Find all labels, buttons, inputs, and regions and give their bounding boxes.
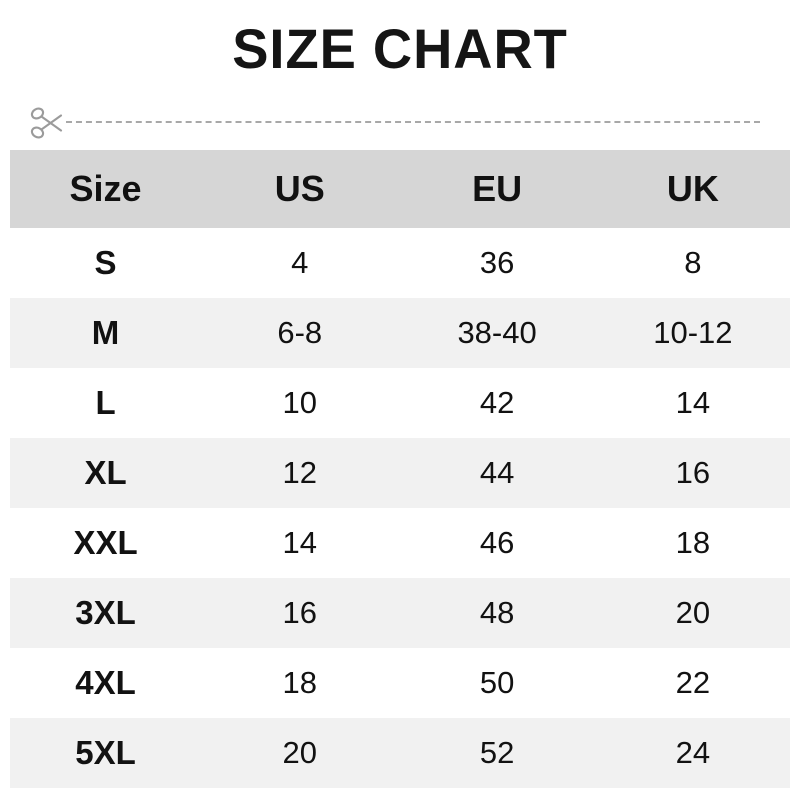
cell-eu: 38-40 xyxy=(398,298,596,368)
cell-eu: 36 xyxy=(398,228,596,298)
table-row: L 10 42 14 xyxy=(10,368,790,438)
table-row: M 6-8 38-40 10-12 xyxy=(10,298,790,368)
table-body: S 4 36 8 M 6-8 38-40 10-12 L 10 42 14 XL… xyxy=(10,228,790,788)
table-row: XXL 14 46 18 xyxy=(10,508,790,578)
cell-eu: 42 xyxy=(398,368,596,438)
scissors-icon xyxy=(28,104,68,142)
table-row: 4XL 18 50 22 xyxy=(10,648,790,718)
cell-us: 20 xyxy=(201,718,399,788)
cell-uk: 18 xyxy=(595,508,790,578)
column-header-size: Size xyxy=(10,150,202,228)
table-header: Size US EU UK xyxy=(10,150,790,228)
cell-eu: 46 xyxy=(398,508,596,578)
cell-us: 16 xyxy=(201,578,399,648)
column-header-us: US xyxy=(201,150,399,228)
cell-size: 3XL xyxy=(10,578,202,648)
table-row: 3XL 16 48 20 xyxy=(10,578,790,648)
size-chart-table: Size US EU UK S 4 36 8 M 6-8 38-40 10-12… xyxy=(10,150,790,788)
cell-uk: 20 xyxy=(595,578,790,648)
cut-line xyxy=(0,100,800,146)
table-row: 5XL 20 52 24 xyxy=(10,718,790,788)
column-header-eu: EU xyxy=(398,150,596,228)
cell-size: S xyxy=(10,228,202,298)
cell-eu: 50 xyxy=(398,648,596,718)
table-row: S 4 36 8 xyxy=(10,228,790,298)
cell-uk: 10-12 xyxy=(595,298,790,368)
cell-eu: 52 xyxy=(398,718,596,788)
cell-uk: 8 xyxy=(595,228,790,298)
cell-uk: 14 xyxy=(595,368,790,438)
cell-size: 5XL xyxy=(10,718,202,788)
cell-eu: 48 xyxy=(398,578,596,648)
dashed-cut-line xyxy=(66,121,760,123)
page-title: SIZE CHART xyxy=(232,17,568,80)
column-header-uk: UK xyxy=(595,150,790,228)
cell-size: M xyxy=(10,298,202,368)
cell-uk: 22 xyxy=(595,648,790,718)
page-title-container: SIZE CHART xyxy=(0,18,800,80)
cell-us: 14 xyxy=(201,508,399,578)
cell-size: L xyxy=(10,368,202,438)
cell-size: 4XL xyxy=(10,648,202,718)
cell-us: 6-8 xyxy=(201,298,399,368)
cell-uk: 16 xyxy=(595,438,790,508)
cell-us: 4 xyxy=(201,228,399,298)
cell-us: 10 xyxy=(201,368,399,438)
cell-size: XXL xyxy=(10,508,202,578)
cell-eu: 44 xyxy=(398,438,596,508)
cell-uk: 24 xyxy=(595,718,790,788)
table-row: XL 12 44 16 xyxy=(10,438,790,508)
table-header-row: Size US EU UK xyxy=(10,150,790,228)
cell-us: 12 xyxy=(201,438,399,508)
cell-size: XL xyxy=(10,438,202,508)
cell-us: 18 xyxy=(201,648,399,718)
